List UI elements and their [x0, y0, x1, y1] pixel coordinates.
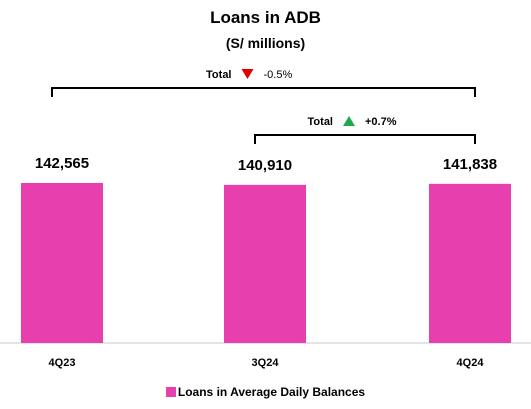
change-bracket-1: [51, 87, 476, 97]
down-arrow-icon: [241, 69, 254, 79]
bar-3Q24: [224, 184, 306, 343]
change-value-2: +0.7%: [365, 116, 397, 128]
up-arrow-icon: [343, 116, 355, 126]
legend: Loans in Average Daily Balances: [0, 385, 531, 399]
legend-swatch: [165, 387, 176, 397]
data-label-4Q24: 141,838: [443, 156, 497, 173]
data-label-4Q23: 142,565: [35, 155, 89, 172]
chart-subtitle: (S/ millions): [225, 35, 306, 51]
data-label-3Q24: 140,910: [238, 157, 292, 174]
bar-4Q24: [429, 183, 511, 343]
tick-label-3Q24: 3Q24: [252, 357, 280, 369]
chart-title: Loans in ADB: [210, 8, 321, 27]
change-value-1: -0.5%: [264, 69, 293, 81]
change-bracket-2: [254, 134, 476, 144]
legend-label: Loans in Average Daily Balances: [177, 385, 366, 399]
tick-label-4Q24: 4Q24: [457, 357, 485, 369]
change-label-1: Total: [206, 69, 231, 81]
change-label-2: Total: [308, 116, 333, 128]
bar-4Q23: [21, 183, 103, 343]
tick-label-4Q23: 4Q23: [49, 357, 76, 369]
